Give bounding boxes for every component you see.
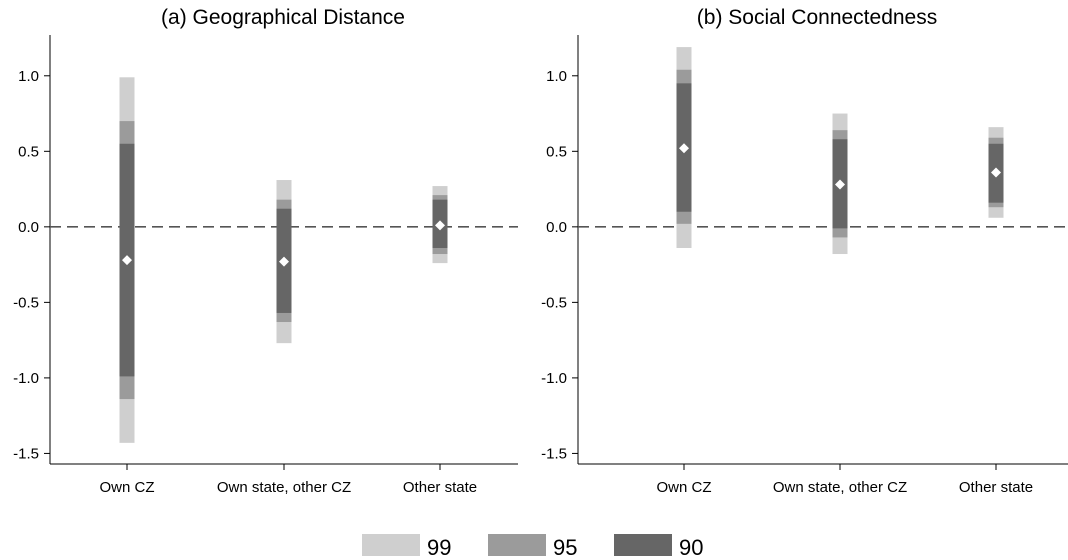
x-tick-label-own-state-other-cz: Own state, other CZ — [773, 479, 907, 496]
legend-swatch-99 — [362, 534, 420, 556]
y-tick-label: 0.0 — [546, 219, 567, 236]
x-tick-label-own-state-other-cz: Own state, other CZ — [217, 479, 351, 496]
legend-item-99: 99 — [362, 534, 451, 560]
point-estimate-other-state — [991, 167, 1001, 178]
y-tick-label: -1.0 — [541, 370, 567, 387]
y-tick-label: -0.5 — [13, 294, 39, 311]
y-tick-label: -1.5 — [541, 445, 567, 462]
legend-swatch-95 — [488, 534, 546, 556]
y-tick-label: -1.0 — [13, 370, 39, 387]
x-tick-label-own-cz: Own CZ — [656, 479, 711, 496]
point-estimate-other-state — [435, 220, 445, 231]
panel-title: (a) Geographical Distance — [161, 6, 405, 29]
y-tick-label: 0.5 — [546, 143, 567, 160]
legend: 99 95 90 — [362, 534, 703, 560]
legend-item-90: 90 — [614, 534, 703, 560]
plot-area: 1.0 0.5 0.0 -0.5 -1.0 -1.5 Own CZ Own state, ot… — [541, 35, 1068, 496]
y-tick-label: 1.0 — [546, 68, 567, 85]
x-tick-label-other-state: Other state — [403, 479, 477, 496]
panel-geographical-distance: (a) Geographical Distance 1.0 0.5 0.0 -0.5 -… — [13, 6, 518, 496]
x-tick-label-own-cz: Own CZ — [99, 479, 154, 496]
panel-social-connectedness: (b) Social Connectedness 1.0 0.5 0.0 -0.5 -1… — [541, 6, 1068, 496]
legend-label-90: 90 — [679, 535, 703, 560]
y-tick-label: 1.0 — [18, 68, 39, 85]
point-estimate-own-cz — [679, 143, 689, 154]
point-estimate-own-state-other-cz — [835, 179, 845, 190]
panel-title: (b) Social Connectedness — [697, 6, 937, 29]
y-tick-label: 0.0 — [18, 219, 39, 236]
legend-item-95: 95 — [488, 534, 577, 560]
x-tick-label-other-state: Other state — [959, 479, 1033, 496]
y-tick-label: 0.5 — [18, 143, 39, 160]
plot-area: 1.0 0.5 0.0 -0.5 -1.0 -1.5 Own CZ Own state, ot… — [13, 35, 518, 496]
legend-swatch-90 — [614, 534, 672, 556]
legend-label-99: 99 — [427, 535, 451, 560]
point-estimate-own-state-other-cz — [279, 256, 289, 267]
legend-label-95: 95 — [553, 535, 577, 560]
point-estimate-own-cz — [122, 255, 132, 266]
y-tick-label: -1.5 — [13, 445, 39, 462]
y-tick-label: -0.5 — [541, 294, 567, 311]
